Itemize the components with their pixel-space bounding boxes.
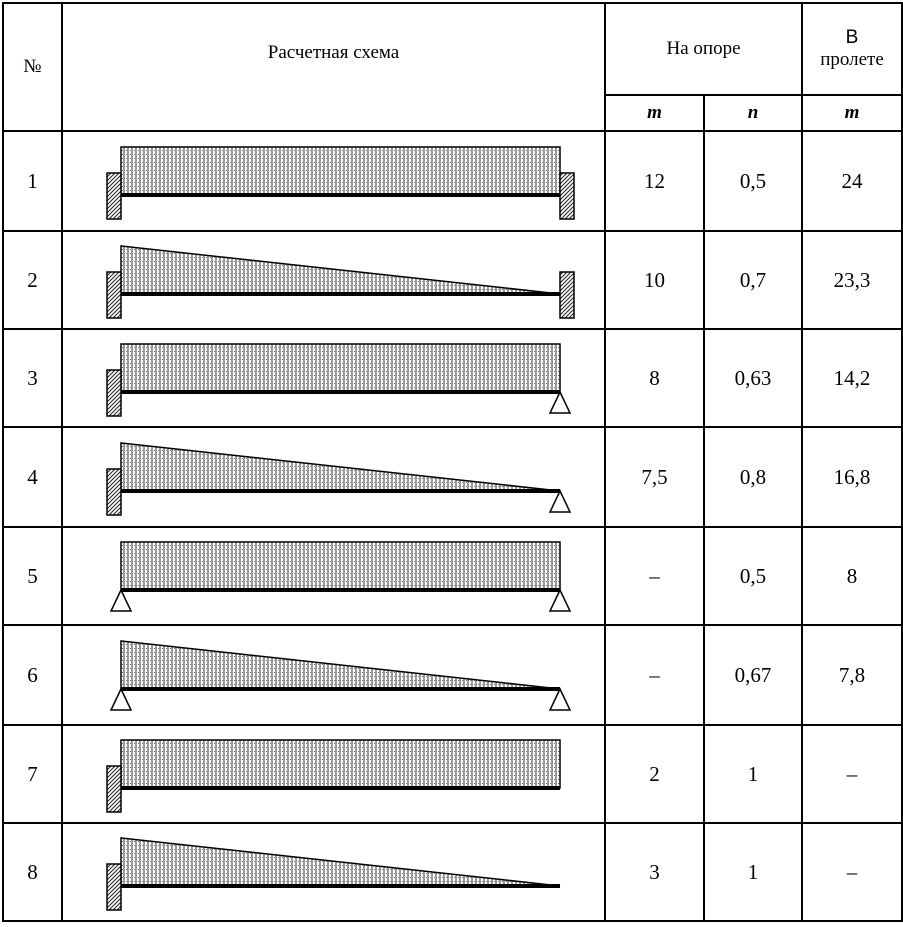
subheader-n-support: n (702, 94, 804, 132)
scheme-diagram (106, 837, 561, 911)
scheme-diagram (106, 739, 561, 813)
table-body: 1 12 0,5 24 2 10 0,7 23,3 3 8 0,63 14,2 4 7,5 0,8 16,8 5… (2, 130, 903, 922)
table-row: 8 3 1– (2, 822, 903, 922)
span-header-line1: В (845, 27, 859, 48)
scheme-diagram (106, 442, 572, 516)
span-m-value: 16,8 (801, 426, 903, 528)
scheme-diagram (109, 541, 572, 612)
pinned-support (109, 588, 133, 612)
support-m-value: 2 (604, 724, 705, 824)
support-n-value: 0,8 (702, 426, 804, 528)
support-group-header: На опоре (603, 2, 804, 96)
pinned-support (548, 489, 572, 513)
row-number: 2 (2, 230, 63, 330)
support-header-text: На опоре (666, 38, 741, 59)
pinned-support (548, 390, 572, 414)
scheme-column-header: Расчетная схема (61, 2, 606, 132)
scheme-diagram (109, 640, 572, 711)
fixed-support (106, 468, 122, 516)
support-n-value: 0,5 (702, 130, 804, 232)
triangular-load (120, 640, 561, 690)
span-header-line2: пролете (820, 49, 884, 70)
table-row: 3 8 0,63 14,2 (2, 328, 903, 428)
fixed-support (106, 271, 122, 319)
support-n-value: 1 (702, 822, 804, 922)
span-m-value: – (801, 822, 903, 922)
fixed-support (559, 271, 575, 319)
table-row: 2 10 0,7 23,3 (2, 230, 903, 330)
support-n-value: 0,7 (702, 230, 804, 330)
scheme-diagram (106, 245, 575, 319)
scheme-diagram (106, 146, 575, 220)
support-n-value: 0,63 (702, 328, 804, 428)
table-row: 5 –0,5 8 (2, 526, 903, 626)
row-number: 5 (2, 526, 63, 626)
support-m-value: – (604, 624, 705, 726)
table-row: 6 –0,67 7,8 (2, 624, 903, 726)
span-m-value: – (801, 724, 903, 824)
support-n-value: 0,5 (702, 526, 804, 626)
scheme-cell (61, 130, 606, 232)
support-m-value: 10 (604, 230, 705, 330)
span-m-value: 7,8 (801, 624, 903, 726)
row-number: 7 (2, 724, 63, 824)
scheme-cell (61, 230, 606, 330)
uniform-load (120, 146, 561, 196)
number-column-header: № (2, 2, 63, 132)
support-m-value: 3 (604, 822, 705, 922)
span-m-value: 14,2 (801, 328, 903, 428)
scheme-cell (61, 328, 606, 428)
scheme-header-text: Расчетная схема (267, 42, 400, 63)
span-m-value: 8 (801, 526, 903, 626)
support-m-value: 12 (604, 130, 705, 232)
fixed-support (106, 172, 122, 220)
span-m-value: 23,3 (801, 230, 903, 330)
scheme-cell (61, 724, 606, 824)
uniform-load (120, 541, 561, 591)
table-row: 4 7,5 0,8 16,8 (2, 426, 903, 528)
row-number: 1 (2, 130, 63, 232)
fixed-support (106, 369, 122, 417)
support-m-value: 7,5 (604, 426, 705, 528)
fixed-support (559, 172, 575, 220)
row-number: 3 (2, 328, 63, 428)
row-number: 4 (2, 426, 63, 528)
support-m-value: 8 (604, 328, 705, 428)
support-n-value: 1 (702, 724, 804, 824)
fixed-support (106, 765, 122, 813)
pinned-support (109, 687, 133, 711)
scheme-diagram (106, 343, 572, 417)
scheme-cell (61, 624, 606, 726)
row-number: 6 (2, 624, 63, 726)
uniform-load (120, 739, 561, 789)
span-m-value: 24 (801, 130, 903, 232)
subheader-m-span: m (801, 94, 903, 132)
support-m-value: – (604, 526, 705, 626)
triangular-load (120, 837, 561, 887)
scheme-cell (61, 426, 606, 528)
pinned-support (548, 687, 572, 711)
triangular-load (120, 245, 561, 295)
triangular-load (120, 442, 561, 492)
row-number: 8 (2, 822, 63, 922)
subheader-m-support: m (604, 94, 705, 132)
fixed-support (106, 863, 122, 911)
scheme-cell (61, 822, 606, 922)
table-row: 1 12 0,5 24 (2, 130, 903, 232)
pinned-support (548, 588, 572, 612)
table-row: 7 2 1– (2, 724, 903, 824)
support-n-value: 0,67 (702, 624, 804, 726)
uniform-load (120, 343, 561, 393)
scheme-cell (61, 526, 606, 626)
